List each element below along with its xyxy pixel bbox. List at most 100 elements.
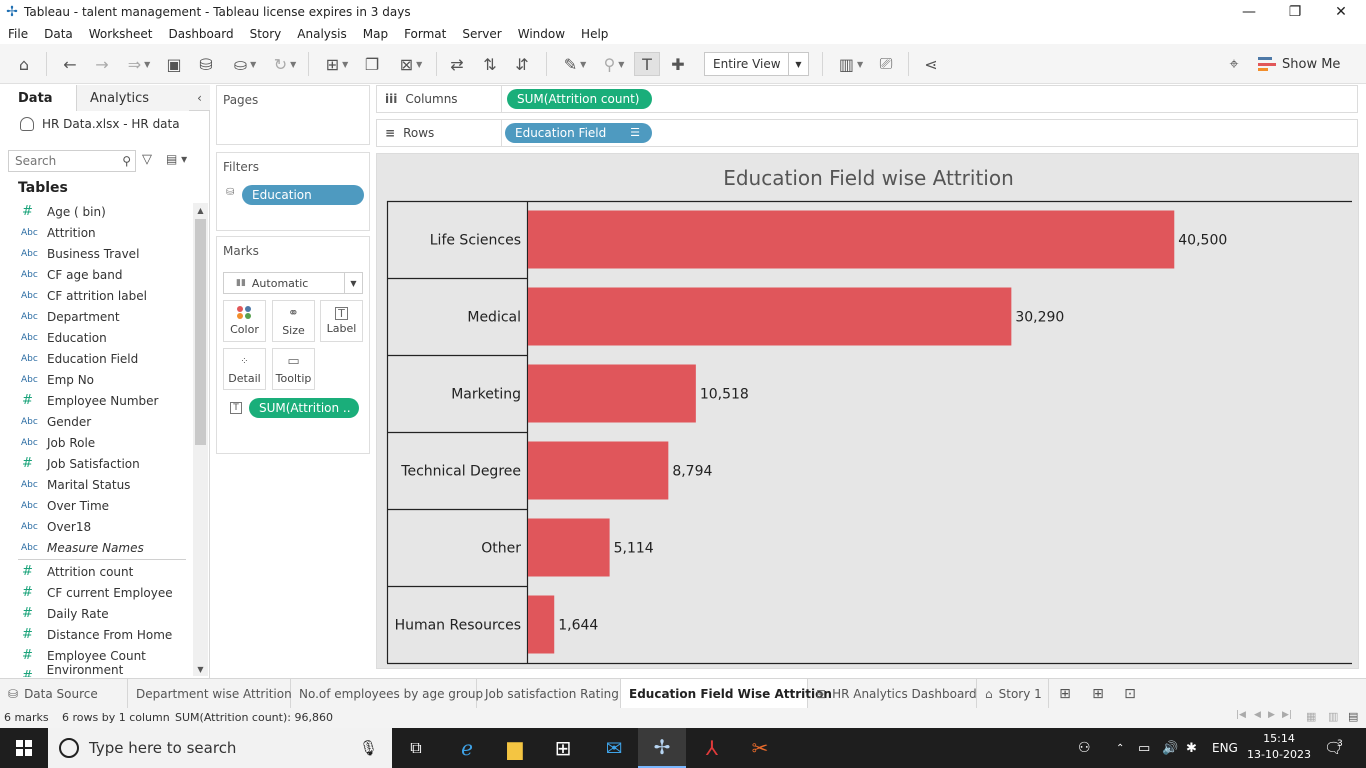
pages-card[interactable]: Pages bbox=[216, 85, 370, 145]
volume-icon[interactable]: 🔊 bbox=[1162, 740, 1179, 756]
marks-pill-sum-attrition[interactable]: SUM(Attrition .. bbox=[249, 398, 359, 418]
minimize-button[interactable]: — bbox=[1242, 4, 1256, 20]
tab-employees-by-age-group[interactable]: No.of employees by age group bbox=[291, 679, 483, 708]
maximize-button[interactable]: ❐ bbox=[1288, 4, 1302, 20]
field-search-input[interactable] bbox=[9, 151, 113, 171]
tab-data-source[interactable]: ⛁ Data Source bbox=[0, 679, 128, 708]
field-item[interactable]: Abc Gender bbox=[0, 411, 192, 432]
tab-data[interactable]: Data bbox=[0, 85, 77, 111]
edge-icon[interactable]: ℯ bbox=[461, 736, 473, 760]
columns-pill[interactable]: SUM(Attrition count) bbox=[507, 89, 652, 109]
store-icon[interactable]: ⊞ bbox=[554, 736, 572, 760]
tab-story-1[interactable]: ⌂ Story 1 bbox=[977, 679, 1049, 708]
tabs-view-icon[interactable]: ▤ bbox=[1348, 710, 1359, 723]
first-sheet-icon[interactable]: |◀ bbox=[1236, 710, 1246, 720]
scroll-down-icon[interactable]: ▼ bbox=[197, 664, 204, 674]
bar[interactable] bbox=[528, 287, 1012, 346]
field-item[interactable]: # Attrition count bbox=[0, 561, 192, 582]
filmstrip-view-icon[interactable]: ▥ bbox=[1328, 710, 1339, 723]
menu-server[interactable]: Server bbox=[462, 27, 502, 41]
mail-icon[interactable]: ✉ bbox=[605, 736, 623, 760]
scroll-thumb[interactable] bbox=[195, 219, 206, 445]
menu-worksheet[interactable]: Worksheet bbox=[88, 27, 153, 41]
field-item[interactable]: # Distance From Home bbox=[0, 624, 192, 645]
highlight-icon[interactable]: ✎ ▼ bbox=[563, 54, 587, 74]
menu-map[interactable]: Map bbox=[362, 27, 389, 41]
field-item[interactable]: Abc Over Time bbox=[0, 495, 192, 516]
swap-icon[interactable]: ⇄ bbox=[450, 54, 464, 74]
clear-sheet-icon[interactable]: ⊠ ▼ bbox=[399, 54, 423, 74]
field-item[interactable]: # Age ( bin) bbox=[0, 201, 192, 222]
menu-window[interactable]: Window bbox=[517, 27, 566, 41]
replay-icon[interactable]: ⇒ ▼ bbox=[127, 54, 151, 74]
field-item[interactable]: Abc Education Field bbox=[0, 348, 192, 369]
tab-department-wise-attrition[interactable]: Department wise Attrition bbox=[128, 679, 292, 708]
field-item[interactable]: # Job Satisfaction bbox=[0, 453, 192, 474]
bar[interactable] bbox=[528, 210, 1175, 269]
field-item[interactable]: Abc Emp No bbox=[0, 369, 192, 390]
bar[interactable] bbox=[528, 441, 669, 500]
label-button[interactable]: T Label bbox=[320, 300, 363, 342]
acrobat-icon[interactable]: ⅄ bbox=[705, 736, 719, 760]
field-item[interactable]: # Environment Satisfacti... bbox=[0, 663, 192, 678]
task-view-icon[interactable]: ⧉ bbox=[410, 738, 422, 757]
save-icon[interactable]: ▣ bbox=[166, 54, 182, 74]
people-icon[interactable]: ⚇ bbox=[1078, 740, 1091, 756]
rows-shelf[interactable]: ≡ Rows Education Field ☰ bbox=[376, 119, 1358, 147]
field-item[interactable]: Abc Department bbox=[0, 306, 192, 327]
last-sheet-icon[interactable]: ▶| bbox=[1282, 710, 1292, 720]
share-icon[interactable]: ⋖ bbox=[924, 54, 938, 74]
menu-file[interactable]: File bbox=[8, 27, 29, 41]
new-data-source-icon[interactable]: ⛁ bbox=[199, 54, 213, 74]
menu-format[interactable]: Format bbox=[404, 27, 447, 41]
field-item[interactable]: Abc Over18 bbox=[0, 516, 192, 537]
tab-hr-analytics-dashboard[interactable]: ⊞ HR Analytics Dashboard bbox=[808, 679, 977, 708]
presentation-mode-icon[interactable]: ⎚ bbox=[879, 54, 893, 73]
field-item[interactable]: Abc Measure Names bbox=[0, 537, 192, 558]
new-worksheet-icon[interactable]: ⊞ ▼ bbox=[325, 54, 349, 74]
bar[interactable] bbox=[528, 595, 555, 654]
pause-updates-icon[interactable]: ⛀ ▼ bbox=[233, 54, 257, 74]
tab-education-field-wise-attrition[interactable]: Education Field Wise Attrition bbox=[621, 679, 832, 708]
view-options-icon[interactable]: ▤ ▾ bbox=[166, 152, 188, 166]
field-item[interactable]: Abc Attrition bbox=[0, 222, 192, 243]
field-item[interactable]: # Employee Number bbox=[0, 390, 192, 411]
fit-view-select[interactable]: Entire View ▼ bbox=[704, 52, 809, 76]
new-dashboard-icon[interactable]: ⊞ bbox=[1092, 686, 1104, 702]
field-search[interactable]: ⚲ bbox=[8, 150, 136, 172]
snipping-tool-icon[interactable]: ✂ bbox=[751, 736, 769, 760]
field-item[interactable]: Abc Marital Status bbox=[0, 474, 192, 495]
tableau-taskbar-icon[interactable]: ✢ bbox=[638, 728, 686, 768]
bar[interactable] bbox=[528, 518, 610, 577]
menu-data[interactable]: Data bbox=[44, 27, 73, 41]
field-item[interactable]: # Employee Count bbox=[0, 645, 192, 666]
field-item[interactable]: # Daily Rate bbox=[0, 603, 192, 624]
field-item[interactable]: Abc Business Travel bbox=[0, 243, 192, 264]
menu-story[interactable]: Story bbox=[249, 27, 282, 41]
show-me-button[interactable]: Show Me bbox=[1258, 52, 1340, 76]
field-item[interactable]: Abc Education bbox=[0, 327, 192, 348]
show-cards-icon[interactable]: ▥ ▼ bbox=[838, 54, 864, 74]
group-icon[interactable]: ⚲ ▼ bbox=[603, 54, 625, 74]
battery-icon[interactable]: ▭ bbox=[1138, 740, 1151, 756]
start-button[interactable] bbox=[0, 728, 48, 768]
next-sheet-icon[interactable]: ▶ bbox=[1268, 710, 1275, 720]
new-story-icon[interactable]: ⊡ bbox=[1124, 686, 1136, 702]
menu-help[interactable]: Help bbox=[581, 27, 609, 41]
field-item[interactable]: Abc CF attrition label bbox=[0, 285, 192, 306]
field-item[interactable]: # CF current Employee bbox=[0, 582, 192, 603]
new-worksheet-icon[interactable]: ⊞ bbox=[1059, 686, 1071, 702]
rows-pill[interactable]: Education Field ☰ bbox=[505, 123, 652, 143]
tooltip-button[interactable]: ▭ Tooltip bbox=[272, 348, 315, 390]
field-list-scrollbar[interactable]: ▲ ▼ bbox=[193, 203, 208, 676]
field-item[interactable]: Abc CF age band bbox=[0, 264, 192, 285]
color-button[interactable]: Color bbox=[223, 300, 266, 342]
undo-icon[interactable]: ← bbox=[63, 54, 77, 74]
microphone-icon[interactable]: 🎙 bbox=[358, 739, 378, 757]
fix-axes-icon[interactable]: ✚ bbox=[671, 54, 685, 74]
format-painter-icon[interactable]: ⌖ bbox=[1229, 54, 1239, 73]
size-button[interactable]: ⚭ Size bbox=[272, 300, 315, 342]
show-labels-icon[interactable]: T bbox=[634, 52, 660, 76]
prev-sheet-icon[interactable]: ◀ bbox=[1254, 710, 1261, 720]
scroll-up-icon[interactable]: ▲ bbox=[197, 205, 204, 215]
